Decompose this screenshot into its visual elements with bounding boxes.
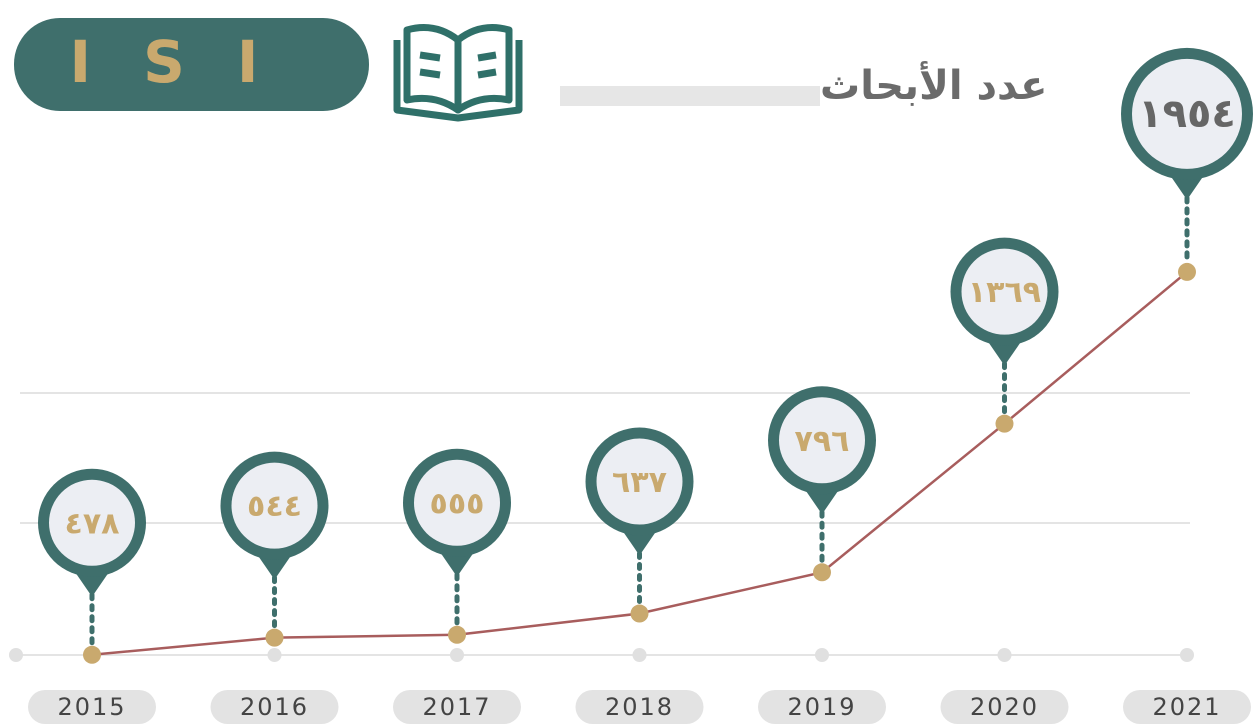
baseline-dot <box>1180 648 1194 662</box>
x-tick-label: 2017 <box>422 693 491 721</box>
book-icon <box>393 24 523 122</box>
year-pill <box>393 690 521 724</box>
chart-title: ISI <box>70 28 311 96</box>
point <box>1178 262 1196 281</box>
x-tick-label: 2018 <box>605 693 674 721</box>
x-tick-label: 2016 <box>240 693 309 721</box>
year-pill <box>575 690 704 724</box>
year-pill <box>940 690 1069 724</box>
bubble-inner <box>1132 58 1242 169</box>
point <box>813 563 831 582</box>
subtitle: عدد الأبحاث <box>820 60 1047 109</box>
bubble-inner <box>231 462 318 549</box>
point <box>630 604 649 623</box>
point <box>83 645 101 664</box>
bubble-inner <box>49 479 135 566</box>
baseline-dot <box>9 648 23 662</box>
data-label: ٤٧٨ <box>65 506 120 541</box>
year-pill <box>210 690 339 724</box>
data-label: ٥٤٤ <box>247 489 302 524</box>
year-pill <box>758 690 886 724</box>
year-pill <box>1123 690 1251 724</box>
data-label: ٦٣٧ <box>612 465 667 500</box>
bubble-inner <box>414 459 500 546</box>
point <box>995 414 1014 433</box>
subtitle-band <box>560 86 820 106</box>
data-label: ٥٥٥ <box>430 486 485 521</box>
title-pill <box>14 18 369 111</box>
x-tick-label: 2020 <box>970 693 1039 721</box>
point <box>265 628 284 647</box>
data-label: ١٣٦٩ <box>968 275 1041 310</box>
baseline-dot <box>997 648 1012 662</box>
baseline-dot <box>632 648 647 662</box>
bubble-inner <box>779 397 865 484</box>
year-pill <box>28 690 156 724</box>
data-label: ٧٩٦ <box>795 424 850 459</box>
data-label: ١٩٥٤ <box>1138 91 1236 137</box>
x-tick-label: 2021 <box>1152 693 1221 721</box>
bubble-inner <box>961 248 1048 335</box>
x-tick-label: 2015 <box>57 693 126 721</box>
bubble-inner <box>596 438 683 525</box>
baseline-dot <box>450 648 464 662</box>
point <box>448 625 466 644</box>
x-tick-label: 2019 <box>787 693 856 721</box>
baseline-dot <box>267 648 282 662</box>
baseline-dot <box>815 648 829 662</box>
